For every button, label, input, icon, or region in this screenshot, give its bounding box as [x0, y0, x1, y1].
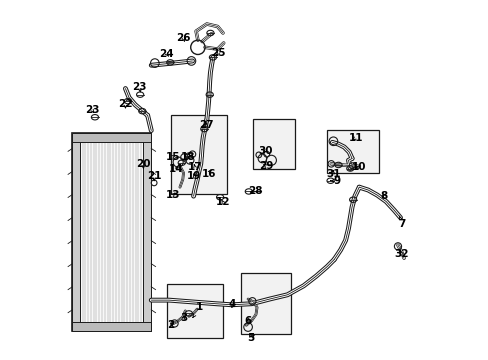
Text: 14: 14: [169, 164, 183, 174]
Text: 9: 9: [330, 176, 340, 186]
Text: 7: 7: [398, 216, 405, 229]
Text: 32: 32: [393, 248, 408, 258]
Text: 2: 2: [167, 320, 174, 330]
Text: 30: 30: [258, 145, 272, 156]
Text: 6: 6: [244, 316, 251, 325]
Text: 5: 5: [247, 333, 254, 343]
Bar: [72, 134, 151, 142]
Text: 18: 18: [180, 152, 195, 162]
Text: 13: 13: [165, 190, 180, 200]
Text: 15: 15: [165, 152, 180, 162]
Text: 11: 11: [348, 133, 362, 143]
Text: 27: 27: [199, 121, 213, 130]
Bar: [326, 130, 378, 173]
Text: 26: 26: [176, 33, 190, 43]
Text: 17: 17: [187, 162, 202, 172]
Text: 8: 8: [380, 191, 387, 201]
Text: 29: 29: [259, 161, 273, 171]
Bar: [241, 273, 290, 334]
Text: 3: 3: [180, 313, 187, 323]
Text: 22: 22: [118, 99, 132, 109]
Text: 4: 4: [228, 299, 235, 309]
Text: 20: 20: [136, 159, 150, 169]
Text: 24: 24: [159, 49, 174, 59]
Text: 12: 12: [215, 197, 230, 207]
Bar: [253, 119, 294, 169]
Bar: [72, 134, 151, 330]
Bar: [72, 134, 80, 330]
Bar: [72, 321, 151, 330]
Text: 10: 10: [351, 162, 366, 172]
Text: 23: 23: [132, 82, 147, 93]
Text: 21: 21: [146, 171, 161, 181]
Bar: [171, 116, 226, 194]
Text: 19: 19: [187, 171, 201, 181]
Text: 25: 25: [211, 48, 225, 58]
Text: 28: 28: [247, 186, 262, 197]
Bar: [143, 134, 151, 330]
Text: 23: 23: [84, 105, 99, 115]
Text: 16: 16: [201, 168, 215, 179]
Bar: [167, 284, 223, 338]
Text: 31: 31: [325, 168, 340, 179]
Text: 1: 1: [192, 302, 203, 318]
